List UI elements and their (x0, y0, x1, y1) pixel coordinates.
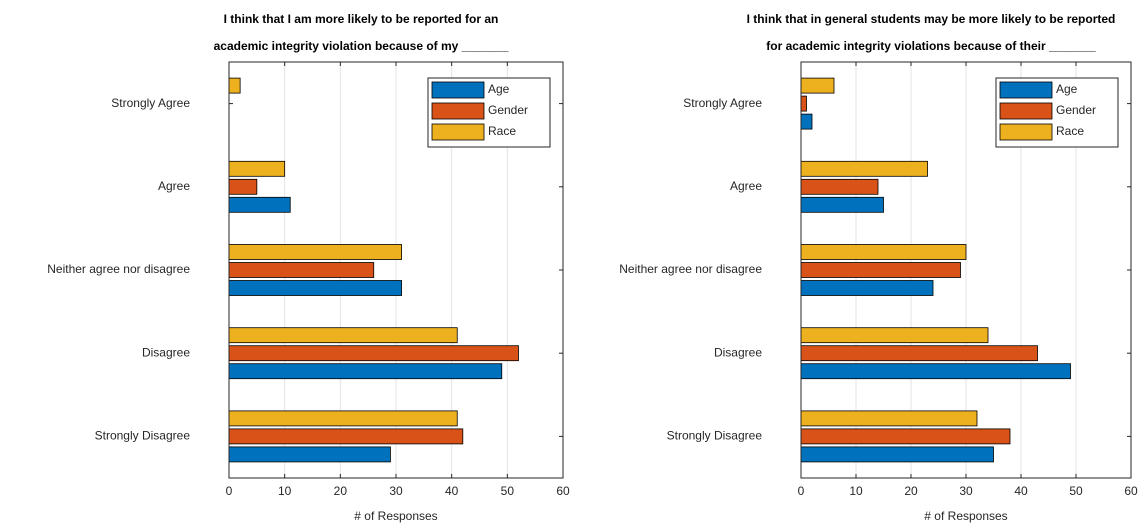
x-tick-label: 40 (1014, 484, 1028, 498)
x-tick-label: 0 (226, 484, 233, 498)
bar (800, 327, 989, 344)
y-tick-label: Strongly Disagree (95, 429, 191, 443)
chart-title: for academic integrity violations becaus… (766, 39, 1096, 53)
legend-label: Race (1056, 124, 1084, 138)
bar (800, 446, 994, 463)
bar (800, 178, 879, 195)
bar (228, 327, 458, 344)
legend-swatch (999, 81, 1053, 99)
chart-title: I think that in general students may be … (747, 12, 1116, 26)
y-tick-label: Strongly Agree (683, 96, 762, 110)
bar (800, 410, 978, 427)
axes-box (800, 61, 1132, 479)
x-tick-label: 30 (389, 484, 403, 498)
legend-label: Age (1056, 82, 1078, 96)
bar (228, 363, 503, 380)
bar (800, 113, 813, 130)
y-tick-label: Neither agree nor disagree (47, 262, 190, 276)
y-tick-label: Agree (730, 179, 762, 193)
legend-label: Gender (488, 103, 528, 117)
x-tick-label: 0 (798, 484, 805, 498)
bar (228, 345, 519, 362)
bar (228, 428, 464, 445)
legend-swatch (431, 81, 485, 99)
x-tick-label: 60 (556, 484, 570, 498)
legend-label: Gender (1056, 103, 1096, 117)
bar (228, 196, 291, 213)
x-tick-label: 50 (501, 484, 515, 498)
y-tick-label: Disagree (142, 345, 190, 359)
y-tick-label: Neither agree nor disagree (619, 262, 762, 276)
bar (228, 77, 241, 94)
x-tick-label: 50 (1069, 484, 1083, 498)
bar (228, 160, 286, 177)
x-tick-label: 20 (904, 484, 918, 498)
bar (800, 160, 928, 177)
legend-label: Race (488, 124, 516, 138)
x-tick-label: 40 (445, 484, 459, 498)
legend-swatch (431, 123, 485, 141)
legend-swatch (999, 102, 1053, 120)
bar (800, 363, 1071, 380)
legend-swatch (431, 102, 485, 120)
bar (800, 345, 1038, 362)
chart-title: academic integrity violation because of … (214, 39, 509, 53)
bar (800, 77, 835, 94)
x-tick-label: 30 (959, 484, 973, 498)
bar (800, 196, 884, 213)
x-tick-label: 20 (334, 484, 348, 498)
x-tick-label: 10 (278, 484, 292, 498)
legend-label: Age (488, 82, 510, 96)
x-tick-label: 10 (849, 484, 863, 498)
y-tick-label: Agree (158, 179, 190, 193)
bar (228, 262, 375, 278)
bar (800, 262, 961, 278)
bar (800, 244, 967, 260)
bar (228, 244, 402, 260)
axes-box (228, 61, 564, 479)
y-tick-label: Disagree (714, 345, 762, 359)
y-tick-label: Strongly Disagree (667, 429, 763, 443)
chart-title: I think that I am more likely to be repo… (224, 12, 499, 26)
bar (800, 428, 1011, 445)
y-tick-label: Strongly Agree (111, 96, 190, 110)
bar (800, 280, 934, 296)
x-axis-label: # of Responses (924, 509, 1007, 523)
x-axis-label: # of Responses (354, 509, 437, 523)
bar (228, 280, 402, 296)
bar (800, 95, 807, 112)
bar (228, 178, 258, 195)
x-tick-label: 60 (1124, 484, 1138, 498)
bar (228, 410, 458, 427)
bar (228, 446, 391, 463)
legend-swatch (999, 123, 1053, 141)
